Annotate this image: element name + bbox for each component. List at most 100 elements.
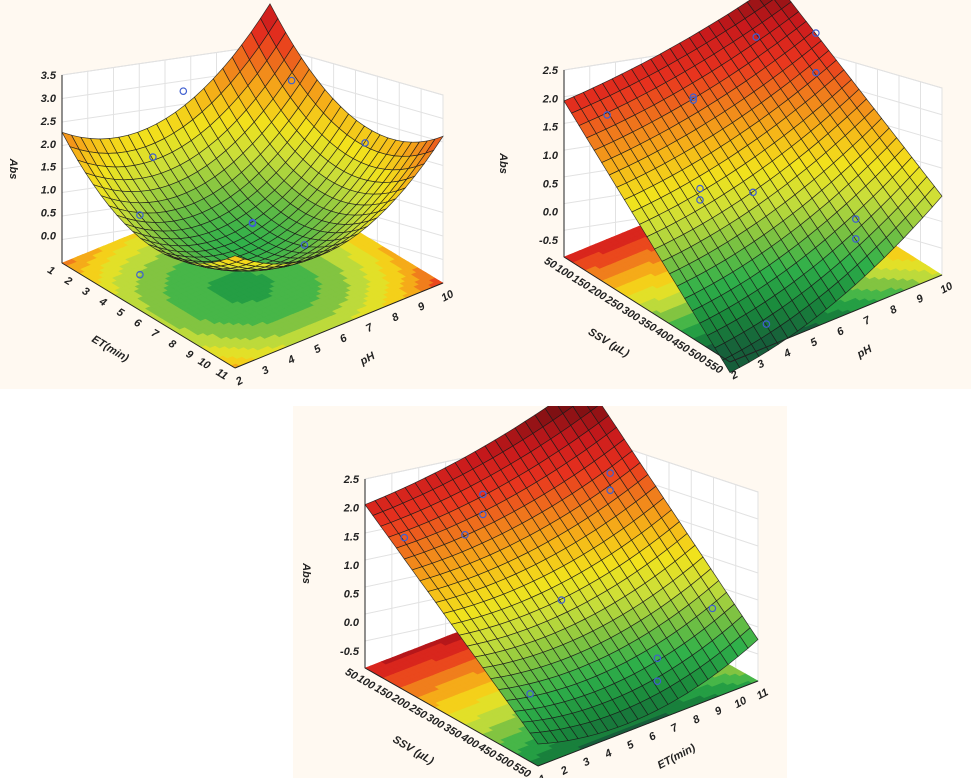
response-surface — [563, 0, 943, 374]
x-tick-label: 3 — [80, 285, 91, 298]
x-axis-label: SSV (µL) — [390, 734, 435, 768]
x-tick-label: 8 — [166, 338, 178, 352]
z-tick-label: 0.5 — [41, 208, 57, 220]
z-axis-label: Abs — [497, 152, 509, 174]
y-tick-label: 3 — [260, 364, 271, 377]
x-axis-label: SSV (µL) — [586, 326, 631, 360]
data-point-marker — [136, 211, 144, 219]
z-tick-label: 1.0 — [543, 150, 559, 162]
y-tick-label: 2 — [558, 764, 570, 778]
x-tick-label: 4 — [96, 295, 108, 309]
data-point-marker — [361, 139, 369, 147]
data-point-marker — [400, 533, 409, 542]
z-tick-label: 2.5 — [343, 474, 360, 486]
x-tick-label: 550 — [511, 761, 534, 778]
y-tick-label: 5 — [809, 336, 821, 350]
x-tick-label: 10 — [196, 355, 213, 372]
y-axis-label: ET(min) — [656, 742, 698, 772]
z-tick-label: 3.0 — [41, 93, 57, 105]
z-tick-label: 2.5 — [40, 116, 57, 128]
y-tick-label: 1 — [537, 773, 548, 778]
y-tick-label: 10 — [938, 280, 955, 297]
observed-points — [603, 29, 860, 328]
chart-canvas: 0.00.51.01.52.02.53.03.5Abs1234567891011… — [7, 3, 457, 389]
observed-points — [400, 469, 717, 698]
data-point-marker — [461, 530, 469, 539]
z-tick-label: 1.5 — [543, 122, 559, 134]
y-tick-label: 10 — [439, 288, 456, 305]
z-tick-label: 2.0 — [40, 139, 57, 151]
data-point-marker — [248, 219, 257, 228]
y-tick-label: 10 — [732, 694, 749, 711]
x-tick-label: 11 — [214, 366, 230, 382]
data-point-marker — [149, 153, 157, 161]
data-point-marker — [689, 96, 698, 104]
y-tick-label: 7 — [364, 321, 376, 335]
data-point-marker — [136, 270, 144, 279]
data-point-marker — [603, 111, 611, 119]
z-tick-label: 3.5 — [41, 70, 57, 82]
x-tick-label: 1 — [45, 264, 56, 277]
z-tick-label: 0.0 — [543, 207, 559, 219]
data-point-marker — [557, 596, 566, 604]
y-tick-label: 6 — [835, 325, 847, 339]
x-axis-label: ET(min) — [89, 333, 131, 365]
z-tick-label: -0.5 — [539, 235, 559, 247]
y-tick-label: 3 — [581, 756, 592, 769]
data-point-marker — [696, 196, 704, 204]
data-point-marker — [479, 510, 487, 519]
z-tick-label: 1.5 — [344, 531, 360, 543]
z-tick-label: 1.0 — [344, 560, 360, 572]
y-tick-label: 11 — [755, 686, 771, 702]
y-tick-label: 9 — [416, 300, 428, 314]
y-tick-label: 7 — [862, 314, 874, 328]
data-point-marker — [708, 604, 717, 613]
data-point-marker — [526, 690, 534, 698]
chart-canvas: -0.50.00.51.01.52.02.5Abs501001502002503… — [497, 0, 956, 383]
data-point-marker — [479, 490, 487, 499]
response-surface — [61, 3, 444, 272]
y-tick-label: 8 — [691, 713, 703, 727]
z-tick-label: 1.0 — [41, 185, 57, 197]
data-point-marker — [653, 654, 662, 663]
chart-canvas: -0.50.00.51.01.52.02.5Abs501001502002503… — [300, 406, 771, 778]
z-tick-label: -0.5 — [340, 646, 360, 658]
data-point-marker — [749, 188, 757, 197]
y-tick-label: 7 — [669, 721, 681, 735]
y-tick-label: 6 — [338, 332, 350, 346]
y-tick-label: 6 — [647, 730, 659, 744]
z-tick-label: 0.0 — [41, 230, 57, 242]
z-axis-label: Abs — [300, 562, 312, 584]
y-tick-label: 5 — [625, 738, 637, 752]
y-axis-label: pH — [854, 343, 874, 361]
response-surface — [364, 406, 759, 745]
data-point-marker — [689, 93, 698, 102]
y-tick-label: 8 — [390, 310, 402, 324]
z-tick-label: 0.5 — [344, 589, 360, 601]
data-point-marker — [812, 29, 820, 37]
y-tick-label: 8 — [888, 303, 900, 317]
data-point-marker — [696, 184, 704, 193]
y-axis-label: pH — [357, 350, 377, 368]
z-tick-label: 2.0 — [343, 503, 360, 515]
y-tick-label: 4 — [781, 347, 793, 361]
data-point-marker — [300, 241, 309, 249]
y-tick-label: 3 — [756, 358, 767, 371]
y-tick-label: 9 — [713, 704, 725, 718]
x-tick-label: 7 — [149, 327, 161, 341]
y-tick-label: 5 — [312, 342, 324, 356]
z-tick-label: 2.5 — [542, 65, 559, 77]
data-point-marker — [606, 486, 615, 495]
surface-plot-ssv-ph: -0.5 0.0 0.5 1.0 1.5 2.0 2.5 Abs 50 100 150 200 250 3… — [490, 0, 971, 389]
data-point-marker — [812, 68, 820, 77]
surface-plot-et-ph: 0.0 0.5 1.0 1.5 2.0 2.5 3.0 3.5 Abs 1 2 3 4 5 6 7 8 9 10 11… — [0, 0, 490, 389]
z-tick-label: 2.0 — [542, 93, 559, 105]
x-tick-label: 2 — [62, 274, 74, 288]
data-point-marker — [179, 87, 188, 95]
data-point-marker — [851, 215, 860, 223]
data-point-marker — [851, 235, 860, 243]
surface-plot-ssv-et: -0.5 0.0 0.5 1.0 1.5 2.0 2.5 Abs 50 100 150 200 250 3… — [293, 406, 787, 778]
y-tick-label: 2 — [728, 369, 740, 383]
data-point-marker — [606, 469, 615, 477]
data-point-marker — [752, 33, 761, 41]
